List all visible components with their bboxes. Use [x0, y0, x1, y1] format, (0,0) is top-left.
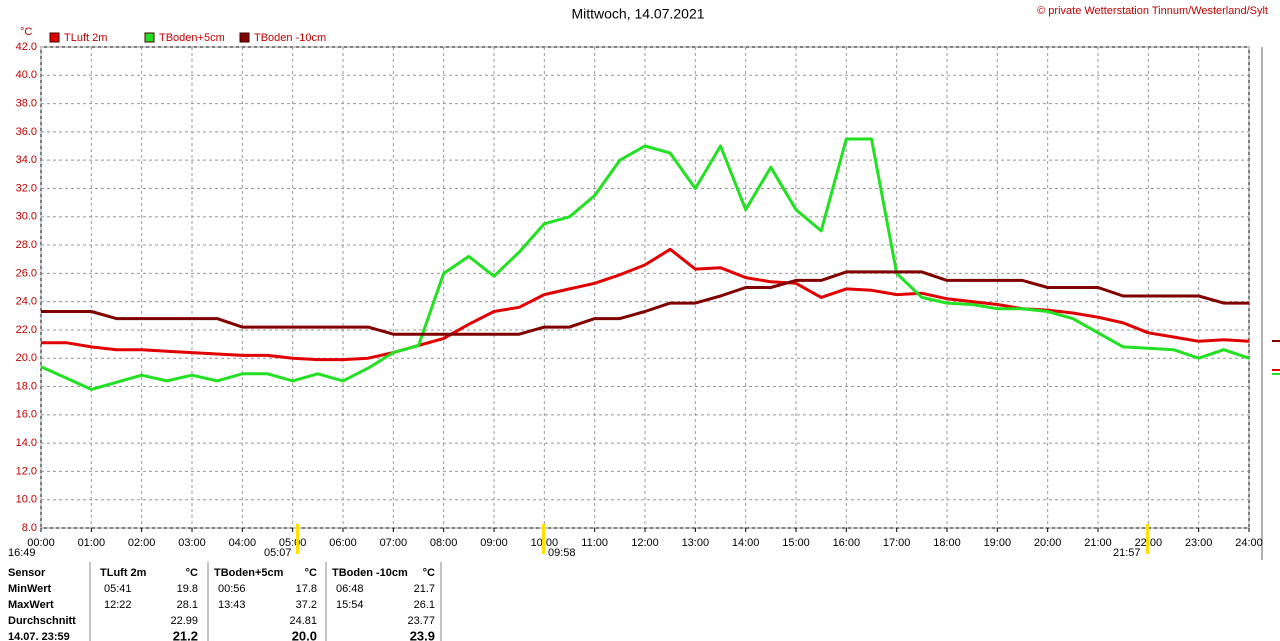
table-cell: 24.81: [289, 615, 317, 627]
y-tick-label: 14.0: [16, 437, 37, 449]
x-tick-label: 12:00: [631, 537, 659, 549]
x-tick-label: 21:00: [1084, 537, 1112, 549]
table-header: TLuft 2m: [100, 567, 147, 579]
x-tick-label: 03:00: [178, 537, 206, 549]
table-cell: 19.8: [177, 583, 198, 595]
table-cell: Durchschnitt: [8, 615, 76, 627]
legend-swatch: [144, 32, 155, 43]
table-header: °C: [305, 567, 317, 579]
x-tick-label: 01:00: [78, 537, 106, 549]
side-marker: [1272, 369, 1280, 371]
x-tick-label: 04:00: [229, 537, 257, 549]
legend-label: TBoden -10cm: [254, 32, 326, 44]
sun-marker: [542, 524, 545, 554]
table-cell: 23.9: [410, 628, 435, 641]
table-cell: 26.1: [414, 599, 435, 611]
y-tick-label: 32.0: [16, 182, 37, 194]
x-tick-label: 08:00: [430, 537, 458, 549]
table-header: °C: [423, 567, 435, 579]
x-tick-label: 13:00: [682, 537, 710, 549]
x-tick-label: 06:00: [329, 537, 357, 549]
y-tick-label: 34.0: [16, 154, 37, 166]
y-tick-label: 38.0: [16, 97, 37, 109]
table-cell: 28.1: [177, 599, 198, 611]
y-tick-label: 8.0: [22, 522, 37, 534]
y-tick-label: 20.0: [16, 352, 37, 364]
y-tick-label: 16.0: [16, 409, 37, 421]
y-tick-label: 28.0: [16, 239, 37, 251]
y-tick-label: 40.0: [16, 69, 37, 81]
x-tick-label: 02:00: [128, 537, 156, 549]
sun-marker: [1146, 524, 1149, 554]
x-tick-label: 15:00: [782, 537, 810, 549]
x-tick-label: 07:00: [380, 537, 408, 549]
table-cell: 13:43: [218, 599, 246, 611]
table-cell: 12:22: [104, 599, 132, 611]
y-tick-label: 18.0: [16, 380, 37, 392]
table-cell: 00:56: [218, 583, 246, 595]
annotation: 21:57: [1113, 547, 1141, 559]
table-cell: 15:54: [336, 599, 364, 611]
table-cell: 21.2: [173, 628, 198, 641]
y-tick-label: 26.0: [16, 267, 37, 279]
table-cell: 05:41: [104, 583, 132, 595]
table-header: °C: [186, 567, 198, 579]
table-cell: MaxWert: [8, 599, 54, 611]
table-header: TBoden+5cm: [214, 567, 284, 579]
side-marker: [1272, 373, 1280, 375]
y-tick-label: 24.0: [16, 296, 37, 308]
table-cell: 23.77: [407, 615, 435, 627]
table-cell: 22.99: [170, 615, 198, 627]
annotation: 16:49: [8, 547, 36, 559]
table-header: TBoden -10cm: [332, 567, 408, 579]
y-tick-label: 42.0: [16, 41, 37, 53]
x-tick-label: 20:00: [1034, 537, 1062, 549]
x-tick-label: 05:00: [279, 537, 307, 549]
x-tick-label: 00:00: [27, 537, 55, 549]
x-tick-label: 24:00: [1235, 537, 1263, 549]
side-marker: [1272, 340, 1280, 342]
table-cell: 37.2: [296, 599, 317, 611]
table-cell: MinWert: [8, 583, 52, 595]
x-tick-label: 16:00: [833, 537, 861, 549]
x-tick-label: 17:00: [883, 537, 911, 549]
series-line: [40, 137, 1250, 391]
x-tick-label: 09:00: [480, 537, 508, 549]
annotation: 05:07: [264, 547, 292, 559]
x-tick-label: 11:00: [581, 537, 608, 549]
legend-swatch: [239, 32, 250, 43]
legend-label: TLuft 2m: [64, 32, 107, 44]
table-cell: 20.0: [292, 628, 317, 641]
y-tick-label: 30.0: [16, 211, 37, 223]
table-cell: 06:48: [336, 583, 364, 595]
legend-label: TBoden+5cm: [159, 32, 225, 44]
series-line: [41, 270, 1249, 336]
sun-marker: [296, 524, 299, 554]
x-tick-label: 23:00: [1185, 537, 1213, 549]
x-tick-label: 18:00: [933, 537, 961, 549]
y-tick-label: 22.0: [16, 324, 37, 336]
x-tick-label: 14:00: [732, 537, 760, 549]
chart-title: Mittwoch, 14.07.2021: [571, 6, 704, 22]
annotation: 09:58: [548, 547, 576, 559]
x-tick-label: 19:00: [984, 537, 1012, 549]
y-unit: °C: [20, 26, 32, 38]
y-tick-label: 10.0: [16, 494, 37, 506]
y-tick-label: 12.0: [16, 465, 37, 477]
y-tick-label: 36.0: [16, 126, 37, 138]
table-cell: 17.8: [296, 583, 317, 595]
table-cell: 21.7: [414, 583, 435, 595]
table-header: Sensor: [8, 567, 46, 579]
table-cell: 14.07. 23:59: [8, 631, 70, 641]
legend-swatch: [49, 32, 60, 43]
copyright: © private Wetterstation Tinnum/Westerlan…: [1037, 5, 1268, 17]
